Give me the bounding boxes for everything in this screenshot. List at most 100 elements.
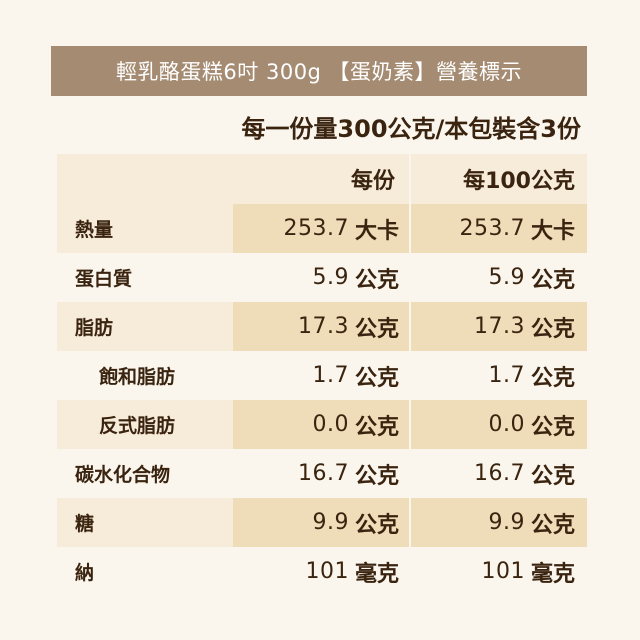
row-col2-bg (411, 547, 587, 596)
row-col1-bg (233, 302, 409, 351)
nutrition-title: 輕乳酪蛋糕6吋 300g 【蛋奶素】營養標示 (115, 60, 523, 84)
per-100g-unit: 公克 (530, 512, 575, 538)
per-serving-cell: 17.3 公克 (233, 302, 399, 351)
per-100g-unit: 公克 (530, 414, 575, 440)
row-label-bg (57, 547, 233, 596)
row-label-bg (57, 253, 233, 302)
per-serving-value: 16.7 (298, 461, 349, 486)
per-serving-unit: 公克 (354, 365, 399, 391)
per-serving-unit: 大卡 (354, 218, 399, 244)
table-row: 糖 9.9 公克 9.9 公克 (57, 498, 587, 547)
per-100g-unit: 公克 (530, 463, 575, 489)
per-100g-value: 5.9 (488, 265, 525, 290)
per-serving-unit: 公克 (354, 463, 399, 489)
per-100g-cell: 1.7 公克 (411, 351, 575, 400)
table-row: 納 101 毫克 101 毫克 (57, 547, 587, 596)
header-col1-bg (233, 154, 409, 204)
per-100g-unit: 公克 (530, 267, 575, 293)
per-serving-cell: 9.9 公克 (233, 498, 399, 547)
per-100g-cell: 253.7 大卡 (411, 204, 576, 253)
table-row: 碳水化合物 16.7 公克 16.7 公克 (57, 449, 587, 498)
nutrition-title-bar: 輕乳酪蛋糕6吋 300g 【蛋奶素】營養標示 (51, 46, 587, 96)
per-serving-value: 5.9 (312, 265, 349, 290)
header-left-bg (57, 154, 233, 204)
nutrient-label: 糖 (75, 513, 95, 535)
per-100g-cell: 9.9 公克 (411, 498, 575, 547)
row-label-bg (57, 204, 233, 253)
serving-info-text: 每一份量300公克/本包裝含3份 (241, 114, 581, 143)
per-100g-unit: 大卡 (530, 218, 575, 244)
per-serving-unit: 公克 (354, 316, 399, 342)
nutrient-label: 蛋白質 (75, 268, 133, 290)
per-100g-unit: 毫克 (530, 561, 575, 587)
per-100g-value: 101 (481, 559, 525, 584)
per-100g-cell: 101 毫克 (411, 547, 575, 596)
per-100g-cell: 5.9 公克 (411, 253, 575, 302)
per-100g-value: 9.9 (488, 510, 525, 535)
nutrient-sublabel: 飽和脂肪 (99, 366, 176, 388)
header-per-100g: 每100公克 (463, 169, 575, 194)
row-col1-bg (233, 498, 409, 547)
per-serving-cell: 5.9 公克 (233, 253, 399, 302)
table-row: 蛋白質 5.9 公克 5.9 公克 (57, 253, 587, 302)
row-col2-bg (411, 449, 587, 498)
table-row: 飽和脂肪 1.7 公克 1.7 公克 (57, 351, 587, 400)
table-row: 反式脂肪 0.0 公克 0.0 公克 (57, 400, 587, 449)
row-col2-bg (411, 400, 587, 449)
per-100g-cell: 0.0 公克 (411, 400, 575, 449)
per-serving-value: 1.7 (312, 363, 349, 388)
per-100g-unit: 公克 (530, 316, 575, 342)
row-col2-bg (411, 204, 587, 253)
per-serving-value: 101 (305, 559, 349, 584)
per-serving-unit: 公克 (354, 414, 399, 440)
per-serving-unit: 毫克 (354, 561, 399, 587)
per-serving-cell: 101 毫克 (233, 547, 399, 596)
per-serving-value: 9.9 (312, 510, 349, 535)
per-100g-value: 1.7 (488, 363, 525, 388)
serving-info-line: 每一份量300公克/本包裝含3份 (51, 104, 587, 148)
table-row: 熱量 253.7 大卡 253.7 大卡 (57, 204, 587, 253)
per-serving-unit: 公克 (354, 267, 399, 293)
per-100g-value: 17.3 (474, 314, 525, 339)
table-header-row: 每份 每100公克 (57, 154, 587, 204)
nutrient-label: 碳水化合物 (75, 464, 171, 486)
per-serving-unit: 公克 (354, 512, 399, 538)
row-label-bg (57, 449, 233, 498)
row-col2-bg (411, 302, 587, 351)
per-serving-cell: 253.7 大卡 (233, 204, 400, 253)
row-col1-bg (233, 400, 409, 449)
per-100g-value: 0.0 (488, 412, 525, 437)
header-col2-bg (411, 154, 587, 204)
row-label-bg (57, 400, 233, 449)
row-label-bg (57, 351, 233, 400)
row-col1-bg (233, 449, 409, 498)
per-100g-unit: 公克 (530, 365, 575, 391)
row-col1-bg (233, 351, 409, 400)
per-serving-cell: 0.0 公克 (233, 400, 399, 449)
row-col1-bg (233, 204, 409, 253)
nutrient-sublabel: 反式脂肪 (99, 415, 176, 437)
row-label-bg (57, 498, 233, 547)
header-per-serving: 每份 (350, 169, 395, 194)
nutrient-label: 納 (75, 562, 95, 584)
per-serving-value: 17.3 (298, 314, 349, 339)
row-col2-bg (411, 498, 587, 547)
per-serving-value: 253.7 (283, 216, 349, 241)
per-serving-cell: 16.7 公克 (233, 449, 399, 498)
row-col2-bg (411, 253, 587, 302)
nutrient-label: 熱量 (75, 219, 114, 241)
per-serving-value: 0.0 (312, 412, 349, 437)
nutrient-label: 脂肪 (75, 317, 114, 339)
nutrition-table: 每份 每100公克 熱量 253.7 大卡 253.7 大卡 蛋白質 5.9 公克 (57, 154, 587, 596)
per-100g-cell: 17.3 公克 (411, 302, 575, 351)
row-label-bg (57, 302, 233, 351)
row-col1-bg (233, 253, 409, 302)
table-row: 脂肪 17.3 公克 17.3 公克 (57, 302, 587, 351)
per-100g-value: 16.7 (474, 461, 525, 486)
per-serving-cell: 1.7 公克 (233, 351, 399, 400)
per-100g-value: 253.7 (459, 216, 525, 241)
row-col2-bg (411, 351, 587, 400)
per-100g-cell: 16.7 公克 (411, 449, 575, 498)
row-col1-bg (233, 547, 409, 596)
